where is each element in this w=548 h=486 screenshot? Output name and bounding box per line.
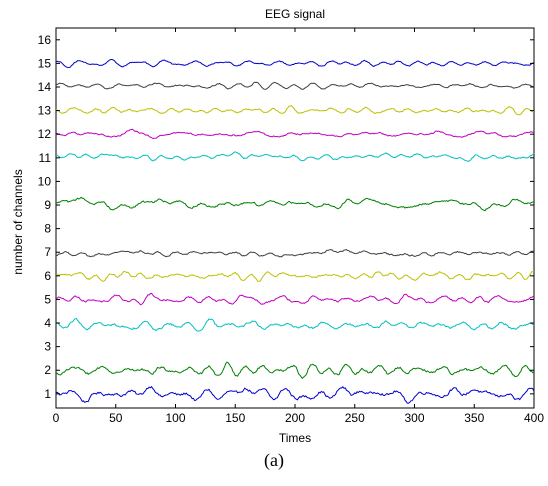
- y-tick-label: 3: [44, 340, 51, 354]
- y-tick-label: 15: [38, 56, 52, 70]
- y-tick-label: 6: [44, 269, 51, 283]
- eeg-channel-9-line: [55, 196, 535, 212]
- y-tick-label: 5: [44, 292, 51, 306]
- plot-area: 0 50 100 150 200 250 300 350 400 123456789101112…: [38, 27, 544, 425]
- eeg-channel-6-line: [55, 270, 535, 283]
- eeg-channel-13-line: [55, 105, 534, 116]
- y-tick-label: 16: [38, 33, 52, 47]
- x-tick-label: 300: [404, 411, 424, 425]
- eeg-channel-14-line: [55, 81, 535, 90]
- y-tick-label: 7: [44, 245, 51, 259]
- x-tick-label: 250: [345, 411, 365, 425]
- y-tick-label: 8: [44, 222, 51, 236]
- eeg-channel-2-line: [55, 361, 535, 380]
- y-tick-label: 12: [38, 127, 52, 141]
- eeg-channel-12-line: [55, 128, 535, 140]
- x-axis-label: Times: [279, 431, 311, 445]
- x-tick-label: 400: [524, 411, 544, 425]
- y-tick-label: 1: [44, 387, 51, 401]
- eeg-channel-1-line: [55, 385, 535, 404]
- x-tick-label: 100: [165, 411, 185, 425]
- x-tick-label: 0: [53, 411, 60, 425]
- y-axis-label: number of channels: [11, 169, 25, 274]
- y-tick-label: 13: [38, 104, 52, 118]
- series-layer: [55, 59, 535, 404]
- y-tick-label: 14: [38, 80, 52, 94]
- y-tick-label: 11: [39, 151, 52, 165]
- eeg-channel-15-line: [55, 59, 535, 69]
- eeg-channel-7-line: [55, 249, 534, 258]
- y-tick-label: 4: [44, 316, 51, 330]
- chart-title: EEG signal: [265, 7, 325, 21]
- eeg-channel-11-line: [55, 151, 535, 162]
- x-tick-label: 150: [225, 411, 245, 425]
- y-tick-label: 2: [44, 363, 51, 377]
- y-tick-label: 9: [44, 198, 51, 212]
- x-tick-label: 50: [109, 411, 123, 425]
- figure-caption: (a): [264, 450, 284, 470]
- eeg-channel-4-line: [55, 317, 535, 332]
- y-tick-label: 10: [38, 174, 52, 188]
- x-axis-ticks: 0 50 100 150 200 250 300 350 400: [53, 28, 544, 425]
- eeg-channel-5-line: [55, 292, 535, 306]
- x-tick-label: 350: [464, 411, 484, 425]
- x-tick-label: 200: [285, 411, 305, 425]
